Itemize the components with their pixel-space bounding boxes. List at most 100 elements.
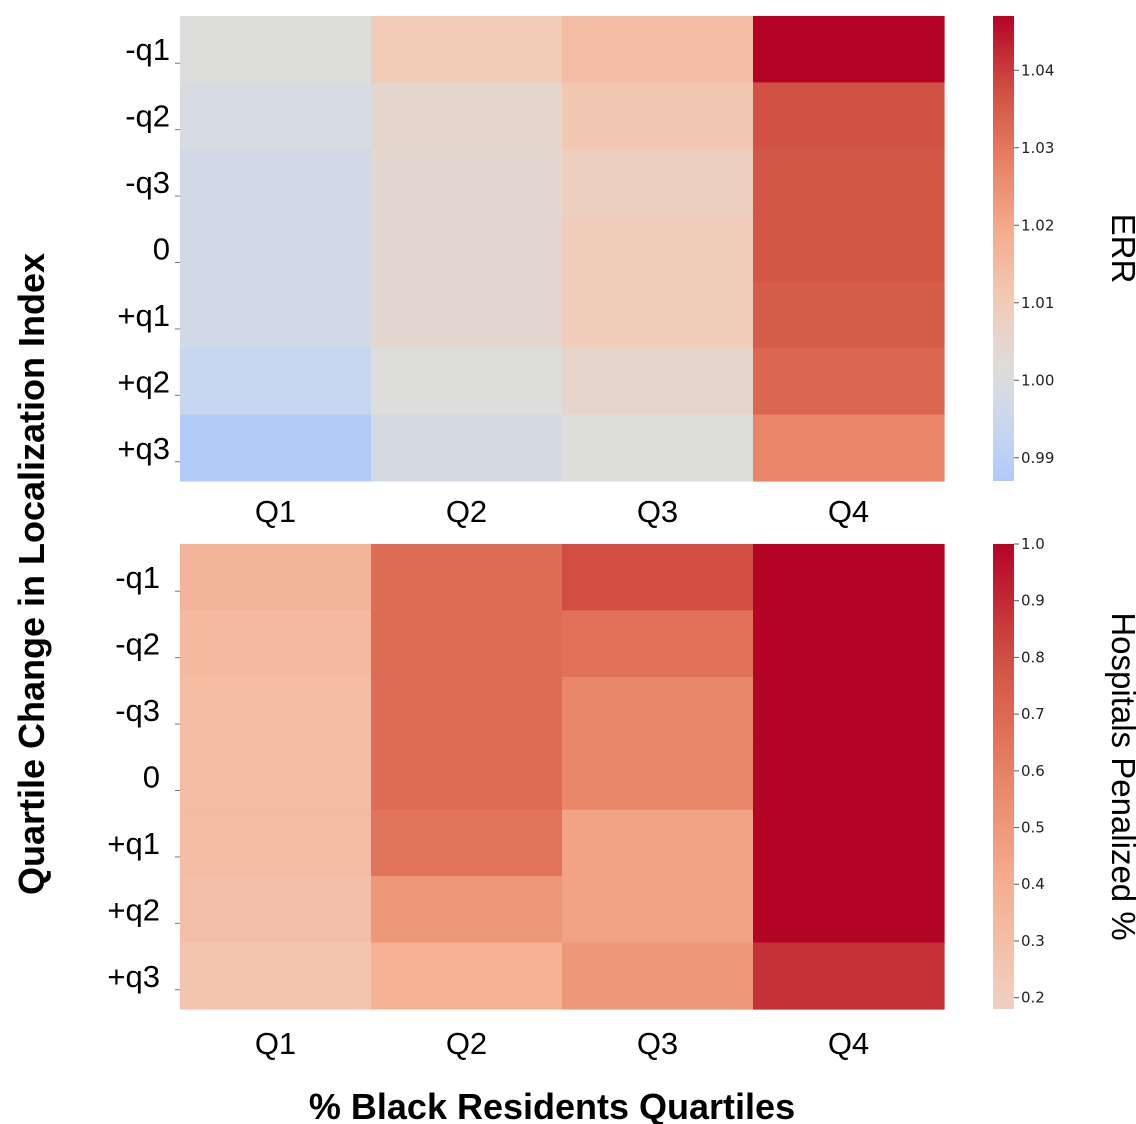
heatmap-cell — [562, 414, 754, 482]
heatmap-cell — [753, 942, 945, 1010]
y-tick-label: -q3 — [115, 693, 160, 728]
heatmap-cell — [180, 743, 372, 811]
colorbar-tick-label: 0.2 — [1021, 989, 1045, 1007]
heatmap-cell — [180, 544, 372, 612]
y-tick-label: +q3 — [107, 959, 160, 994]
err-heatmap-panel: -q1 -q2 -q3 0 +q1 +q2 +q3 Q1 Q2 Q3 Q4 0.99 1.00 1.01 1… — [117, 16, 1136, 529]
y-tick-label: +q3 — [117, 431, 170, 466]
heatmap-cell — [753, 348, 945, 416]
heatmap-cell — [371, 348, 563, 416]
heatmap-cell — [371, 414, 563, 482]
y-tick-label: +q2 — [117, 364, 170, 399]
colorbar — [993, 16, 1014, 481]
y-tick-label: -q2 — [115, 627, 160, 662]
colorbar-tick-label: 1.02 — [1021, 216, 1054, 234]
heatmap-cell — [371, 610, 563, 678]
heatmap-cell — [371, 676, 563, 744]
heatmap-cell — [180, 876, 372, 944]
y-tick-label: 0 — [143, 760, 160, 795]
heatmap-cell — [371, 876, 563, 944]
y-tick-label: -q1 — [125, 32, 170, 67]
y-axis-title: Quartile Change in Localization Index — [11, 253, 52, 895]
heatmap-cell — [562, 215, 754, 283]
heatmap-cell — [371, 942, 563, 1010]
colorbar-tick-label: 0.4 — [1021, 875, 1045, 893]
heatmap-cell — [371, 215, 563, 283]
y-tick-label: 0 — [153, 232, 170, 267]
heatmap-cell — [562, 544, 754, 612]
heatmap-cell — [753, 876, 945, 944]
x-axis-title: % Black Residents Quartiles — [309, 1086, 795, 1124]
heatmap-cell — [371, 281, 563, 349]
y-tick-label: -q1 — [115, 560, 160, 595]
x-tick-label: Q4 — [828, 1026, 869, 1061]
x-tick-label: Q1 — [255, 1026, 296, 1061]
heatmap-cell — [371, 148, 563, 216]
heatmap-cell — [180, 610, 372, 678]
heatmap-cell — [753, 281, 945, 349]
heatmap-cell — [371, 544, 563, 612]
heatmap-cell — [562, 942, 754, 1010]
heatmap-cell — [180, 16, 372, 84]
colorbar-tick-label: 1.0 — [1021, 535, 1045, 553]
heatmap-cell — [180, 348, 372, 416]
colorbar-tick-label: 1.00 — [1021, 371, 1054, 389]
heatmap-cell — [371, 16, 563, 84]
colorbar-tick-label: 1.04 — [1021, 61, 1054, 79]
penalized-heatmap-panel: -q1 -q2 -q3 0 +q1 +q2 +q3 Q1 Q2 Q3 Q4 0.2 0.3 0.4 0.5 0… — [107, 535, 1136, 1061]
heatmap-cell — [180, 82, 372, 150]
heatmap-cell — [562, 743, 754, 811]
y-tick-label: +q1 — [117, 298, 170, 333]
heatmap-cell — [562, 148, 754, 216]
heatmap-cell — [753, 676, 945, 744]
heatmap-cell — [753, 610, 945, 678]
heatmap-cell — [180, 148, 372, 216]
heatmap-cell — [180, 215, 372, 283]
x-tick-label: Q4 — [828, 494, 869, 529]
heatmap-cell — [753, 82, 945, 150]
heatmap-cell — [562, 610, 754, 678]
x-tick-label: Q2 — [446, 494, 487, 529]
heatmap-cell — [753, 215, 945, 283]
heatmap-cell — [562, 281, 754, 349]
heatmap-cell — [562, 876, 754, 944]
heatmap-cell — [371, 809, 563, 877]
heatmap-cell — [753, 16, 945, 84]
heatmap-cell — [371, 743, 563, 811]
x-tick-label: Q1 — [255, 494, 296, 529]
colorbar-tick-label: 0.8 — [1021, 648, 1045, 666]
heatmap-cell — [753, 544, 945, 612]
y-tick-label: +q2 — [107, 892, 160, 927]
x-tick-label: Q3 — [637, 1026, 678, 1061]
colorbar-tick-label: 0.99 — [1021, 449, 1054, 467]
colorbar-title: ERR — [1105, 214, 1136, 284]
heatmap-cell — [180, 414, 372, 482]
y-tick-label: -q2 — [125, 99, 170, 134]
colorbar-title: Hospitals Penalized % — [1105, 612, 1136, 940]
colorbar-tick-label: 0.7 — [1021, 705, 1045, 723]
heatmap-cell — [562, 348, 754, 416]
heatmap-cell — [180, 942, 372, 1010]
colorbar — [993, 544, 1014, 1009]
heatmap-cell — [562, 82, 754, 150]
heatmap-cell — [753, 743, 945, 811]
colorbar-tick-label: 0.6 — [1021, 762, 1045, 780]
heatmap-cell — [371, 82, 563, 150]
y-tick-label: -q3 — [125, 165, 170, 200]
colorbar-tick-label: 1.01 — [1021, 294, 1054, 312]
heatmap-cell — [562, 16, 754, 84]
x-tick-label: Q3 — [637, 494, 678, 529]
heatmap-cell — [562, 676, 754, 744]
heatmap-cell — [753, 809, 945, 877]
heatmap-cell — [753, 414, 945, 482]
x-tick-label: Q2 — [446, 1026, 487, 1061]
colorbar-tick-label: 1.03 — [1021, 139, 1054, 157]
colorbar-tick-label: 0.5 — [1021, 819, 1045, 837]
heatmap-cell — [753, 148, 945, 216]
heatmap-cell — [180, 809, 372, 877]
heatmap-cell — [562, 809, 754, 877]
colorbar-tick-label: 0.9 — [1021, 592, 1045, 610]
colorbar-tick-label: 0.3 — [1021, 932, 1045, 950]
y-tick-label: +q1 — [107, 826, 160, 861]
